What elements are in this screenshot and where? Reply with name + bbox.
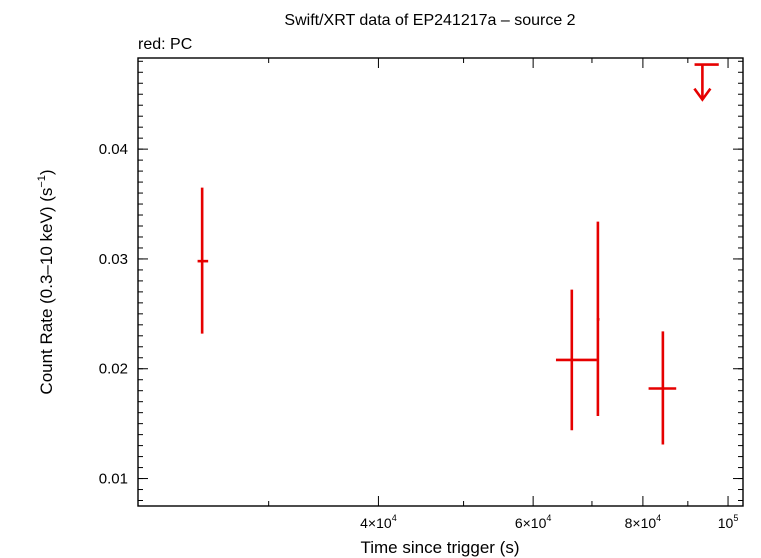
upper-limit	[693, 63, 719, 102]
x-axis-label: Time since trigger (s)	[360, 538, 519, 557]
y-tick-label: 0.02	[99, 361, 128, 378]
x-tick-label: 6×104	[515, 513, 552, 531]
y-axis-label-superscript: −1	[36, 175, 48, 188]
x-tick-label-exponent: 4	[392, 513, 397, 523]
x-tick-label-base: 4×10	[360, 515, 392, 531]
y-axis-label: Count Rate (0.3–10 keV) (s−1)	[36, 169, 56, 394]
upper-limit-arrow-head	[693, 87, 712, 102]
chart-title: Swift/XRT data of EP241217a – source 2	[284, 12, 575, 29]
data-point	[596, 221, 600, 416]
y-axis-label-close: )	[37, 169, 56, 175]
x-tick-label-exponent: 5	[733, 513, 738, 523]
y-tick-label: 0.03	[99, 251, 128, 268]
axis-ticks	[138, 58, 743, 506]
y-tick-label: 0.04	[99, 141, 128, 158]
x-tick-label-exponent: 4	[546, 513, 551, 523]
x-tick-label-base: 8×10	[625, 515, 657, 531]
x-tick-label: 8×104	[625, 513, 662, 531]
chart-subtitle: red: PC	[138, 36, 192, 53]
data-points	[197, 63, 719, 445]
data-point	[648, 331, 677, 445]
x-tick-label: 105	[718, 513, 739, 531]
y-axis-label-main: Count Rate (0.3–10 keV) (s	[37, 188, 56, 395]
data-point	[555, 289, 597, 431]
data-point	[197, 187, 209, 334]
x-tick-label-exponent: 4	[656, 513, 661, 523]
y-tick-label: 0.01	[99, 471, 128, 488]
plot-frame	[137, 57, 744, 507]
x-tick-label: 4×104	[360, 513, 397, 531]
x-tick-label-base: 6×10	[515, 515, 547, 531]
x-tick-label-base: 10	[718, 515, 734, 531]
